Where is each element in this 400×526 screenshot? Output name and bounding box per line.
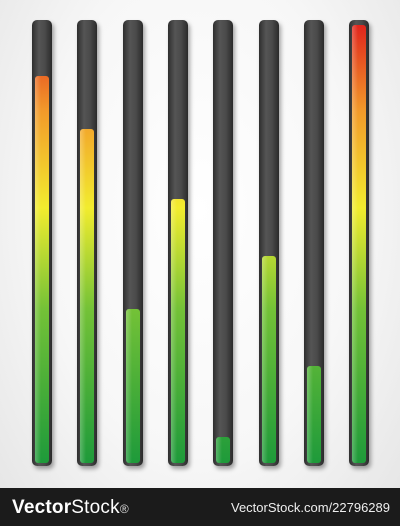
level-meter-4-fill bbox=[171, 199, 185, 463]
brand-regular: Stock bbox=[71, 497, 120, 518]
level-meter-1 bbox=[32, 20, 52, 466]
level-meter-8-fill bbox=[352, 25, 366, 463]
level-meter-6 bbox=[259, 20, 279, 466]
level-meter-7 bbox=[304, 20, 324, 466]
brand-bold: Vector bbox=[12, 497, 72, 518]
level-meter-3-fill bbox=[126, 309, 140, 463]
image-url: VectorStock.com/22796289 bbox=[231, 500, 390, 515]
level-meter-3 bbox=[123, 20, 143, 466]
level-meter-4 bbox=[168, 20, 188, 466]
level-meter-5 bbox=[213, 20, 233, 466]
brand-suffix: ® bbox=[119, 502, 129, 516]
level-meters-illustration bbox=[32, 20, 369, 466]
level-meter-7-fill bbox=[307, 366, 321, 463]
brand-logo: VectorStock® bbox=[12, 497, 129, 519]
watermark-footer: VectorStock® VectorStock.com/22796289 bbox=[0, 488, 400, 526]
level-meter-2-fill bbox=[80, 129, 94, 463]
level-meter-2 bbox=[77, 20, 97, 466]
level-meter-6-fill bbox=[262, 256, 276, 463]
level-meter-1-fill bbox=[35, 76, 49, 463]
level-meter-5-fill bbox=[216, 437, 230, 463]
level-meter-8 bbox=[349, 20, 369, 466]
